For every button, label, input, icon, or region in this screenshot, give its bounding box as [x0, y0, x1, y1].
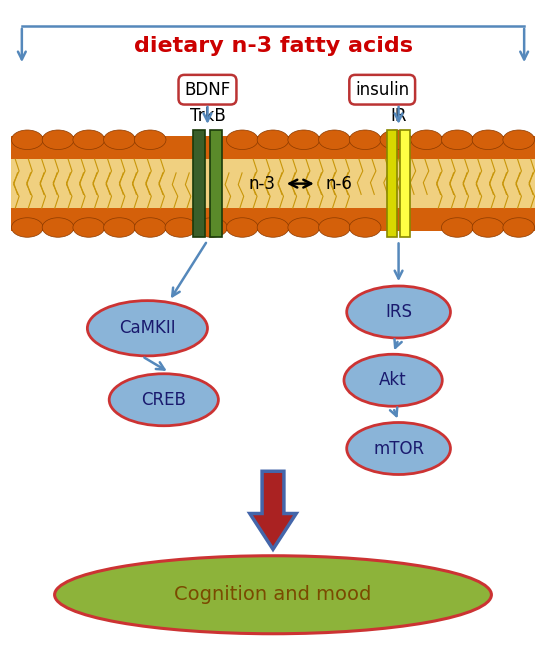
Text: dietary n-3 fatty acids: dietary n-3 fatty acids: [134, 36, 412, 55]
Ellipse shape: [227, 218, 258, 237]
Ellipse shape: [195, 218, 227, 237]
Ellipse shape: [55, 556, 491, 634]
Ellipse shape: [344, 354, 442, 406]
Bar: [387, 130, 396, 237]
Ellipse shape: [11, 130, 43, 150]
Ellipse shape: [472, 130, 504, 150]
Ellipse shape: [347, 422, 450, 474]
Ellipse shape: [87, 300, 207, 356]
Ellipse shape: [349, 130, 381, 150]
Ellipse shape: [42, 218, 74, 237]
Ellipse shape: [227, 130, 258, 150]
Ellipse shape: [288, 218, 319, 237]
Bar: [11, 159, 535, 208]
Ellipse shape: [73, 130, 105, 150]
Text: IRS: IRS: [385, 303, 412, 321]
Ellipse shape: [104, 130, 135, 150]
Ellipse shape: [503, 218, 535, 237]
Ellipse shape: [257, 218, 289, 237]
Text: CREB: CREB: [141, 391, 186, 409]
Bar: [210, 130, 222, 237]
Ellipse shape: [165, 218, 197, 237]
Ellipse shape: [42, 130, 74, 150]
Ellipse shape: [472, 218, 504, 237]
Ellipse shape: [11, 218, 43, 237]
Ellipse shape: [319, 130, 351, 150]
Text: Cognition and mood: Cognition and mood: [174, 585, 372, 604]
Bar: [11, 136, 535, 159]
Ellipse shape: [109, 374, 218, 426]
Bar: [400, 130, 411, 237]
Text: n-6: n-6: [325, 175, 352, 192]
Ellipse shape: [349, 218, 381, 237]
Ellipse shape: [134, 218, 166, 237]
Ellipse shape: [411, 130, 442, 150]
Ellipse shape: [441, 218, 473, 237]
Text: CaMKII: CaMKII: [119, 319, 176, 337]
Text: mTOR: mTOR: [373, 439, 424, 458]
Polygon shape: [250, 471, 296, 549]
Ellipse shape: [134, 130, 166, 150]
Text: Akt: Akt: [379, 371, 407, 389]
Text: TrkB: TrkB: [189, 107, 225, 125]
Text: IR: IR: [390, 107, 407, 125]
Text: insulin: insulin: [355, 81, 410, 99]
Ellipse shape: [441, 130, 473, 150]
Ellipse shape: [319, 218, 351, 237]
Ellipse shape: [347, 286, 450, 338]
Text: BDNF: BDNF: [185, 81, 230, 99]
Ellipse shape: [503, 130, 535, 150]
Ellipse shape: [104, 218, 135, 237]
Ellipse shape: [73, 218, 105, 237]
Ellipse shape: [380, 130, 412, 150]
Bar: [193, 130, 205, 237]
Bar: [11, 208, 535, 231]
Ellipse shape: [288, 130, 319, 150]
Text: n-3: n-3: [248, 175, 276, 192]
Ellipse shape: [257, 130, 289, 150]
